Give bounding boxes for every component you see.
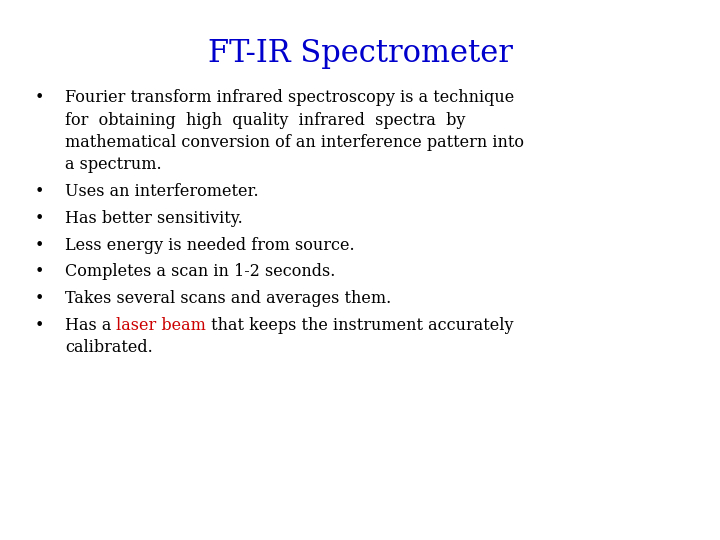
Text: Completes a scan in 1-2 seconds.: Completes a scan in 1-2 seconds. xyxy=(65,263,336,280)
Text: mathematical conversion of an interference pattern into: mathematical conversion of an interferen… xyxy=(65,134,523,151)
Text: Has a: Has a xyxy=(65,316,117,334)
Text: FT-IR Spectrometer: FT-IR Spectrometer xyxy=(207,38,513,69)
Text: •: • xyxy=(35,89,45,106)
Text: Less energy is needed from source.: Less energy is needed from source. xyxy=(65,237,354,253)
Text: Takes several scans and averages them.: Takes several scans and averages them. xyxy=(65,290,391,307)
Text: •: • xyxy=(35,263,45,280)
Text: •: • xyxy=(35,290,45,307)
Text: •: • xyxy=(35,316,45,334)
Text: that keeps the instrument accurately: that keeps the instrument accurately xyxy=(206,316,513,334)
Text: •: • xyxy=(35,237,45,253)
Text: Uses an interferometer.: Uses an interferometer. xyxy=(65,183,258,200)
Text: Has better sensitivity.: Has better sensitivity. xyxy=(65,210,243,227)
Text: a spectrum.: a spectrum. xyxy=(65,157,161,173)
Text: •: • xyxy=(35,210,45,227)
Text: Fourier transform infrared spectroscopy is a technique: Fourier transform infrared spectroscopy … xyxy=(65,89,514,106)
Text: laser beam: laser beam xyxy=(117,316,206,334)
Text: •: • xyxy=(35,183,45,200)
Text: for  obtaining  high  quality  infrared  spectra  by: for obtaining high quality infrared spec… xyxy=(65,111,465,129)
Text: calibrated.: calibrated. xyxy=(65,339,153,356)
